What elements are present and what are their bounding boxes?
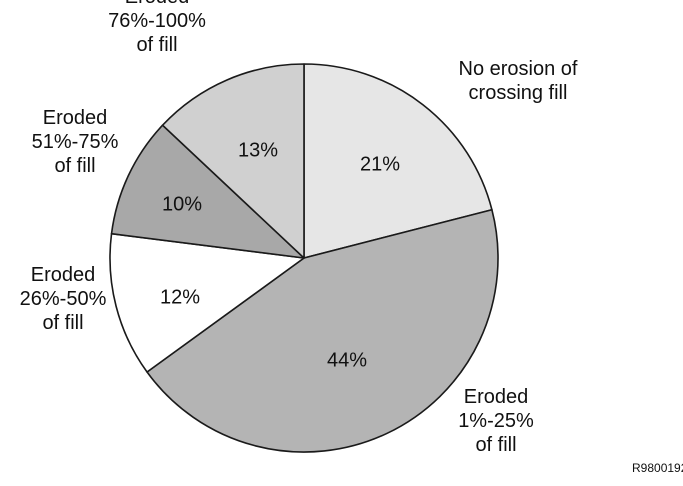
slice-category-label: Eroded 51%-75% of fill [32,107,119,177]
slice-percent-label: 21% [360,153,400,175]
category-label-line: of fill [54,155,95,177]
category-label-line: of fill [42,312,83,334]
category-label-line: 1%-25% [458,410,534,432]
category-label-line: 51%-75% [32,131,119,153]
category-label-line: Eroded [31,264,96,286]
slices-layer [110,64,498,452]
category-label-line: 26%-50% [20,288,107,310]
category-label-line: Eroded [43,107,108,129]
category-label-line: 76%-100% [108,10,206,32]
category-label-line: of fill [136,34,177,56]
slice-category-label: Eroded 26%-50% of fill [20,264,107,334]
category-label-line: crossing fill [469,82,568,104]
category-label-line: Eroded [125,0,190,8]
slice-category-label: Eroded 1%-25% of fill [458,386,534,456]
figure-id-label: R9800192 [632,461,683,475]
category-label-line: No erosion of [459,58,578,80]
slice-percent-label: 44% [327,349,367,371]
slice-category-label: Eroded 76%-100%of fill [108,0,206,56]
slice-percent-label: 12% [160,286,200,308]
slice-percent-label: 13% [238,139,278,161]
category-label-line: of fill [475,434,516,456]
category-label-line: Eroded [464,386,529,408]
slice-percent-label: 10% [162,193,202,215]
slice-category-label: No erosion of crossing fill [459,58,578,104]
